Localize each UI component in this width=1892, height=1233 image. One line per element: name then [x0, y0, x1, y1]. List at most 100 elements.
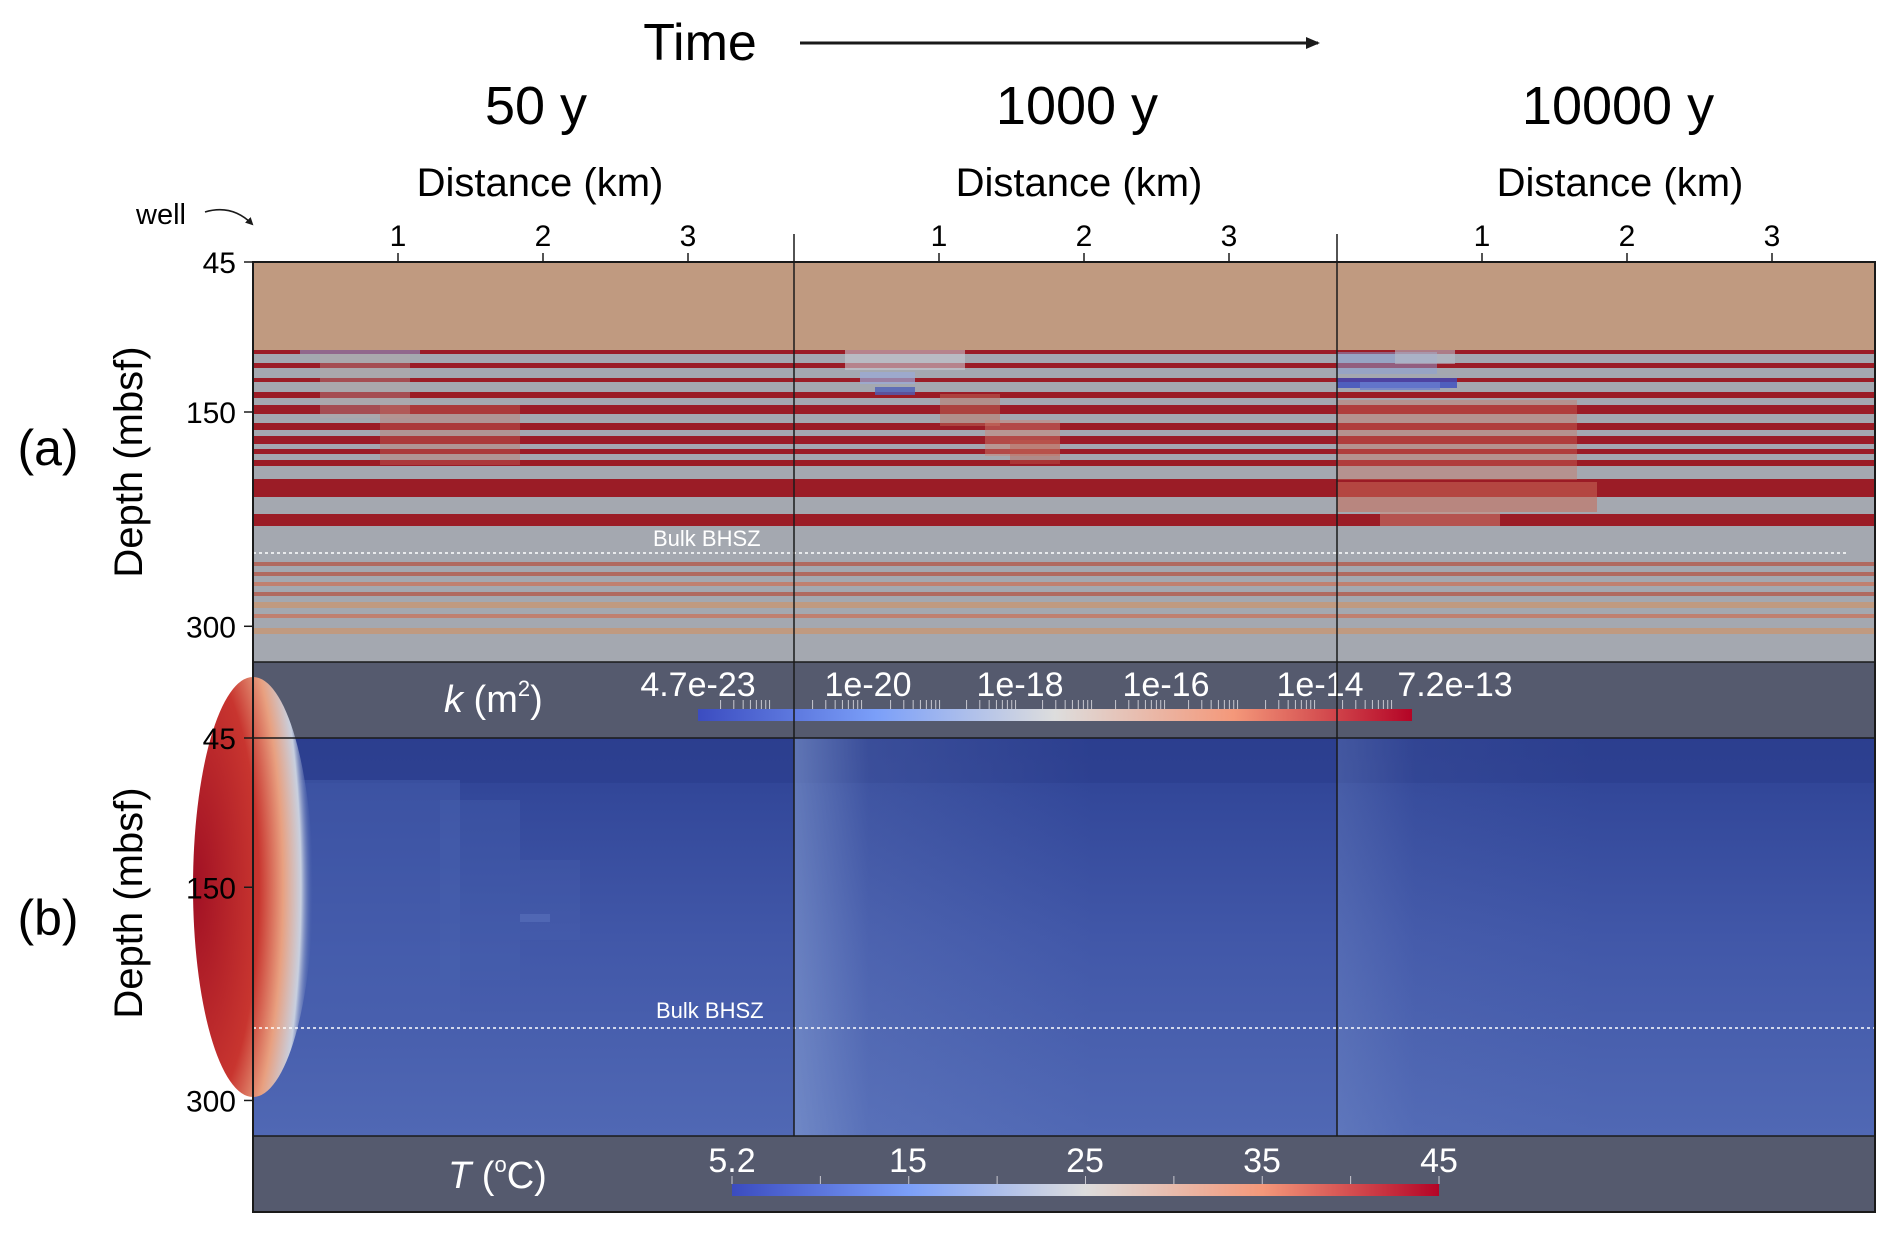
snapshot-dividers [793, 234, 1338, 1136]
distance-axis-titles: Distance (km) Distance (km) Distance (km… [417, 161, 1744, 205]
depth-tick-label-b-300: 300 [186, 1085, 236, 1118]
red-layer-6 [253, 423, 1875, 430]
depth-axes: 45 150 300 45 150 300 [186, 247, 253, 1118]
permeability-anomaly-6 [875, 387, 915, 395]
distance-tick-label-2-1: 1 [931, 220, 948, 253]
red-layer-8 [253, 449, 1875, 454]
colorbar-k-title: k (m2) [444, 676, 543, 721]
lower-layer-1 [253, 562, 1875, 566]
well-arrow [204, 208, 254, 226]
red-layer-1 [253, 350, 1875, 354]
permeability-anomaly-4 [845, 350, 965, 370]
temperature-diffusion-10000y [1337, 738, 1597, 1136]
depth-axis-title-b: Depth (mbsf) [107, 787, 151, 1018]
distance-tick-label-2-2: 2 [1076, 220, 1093, 253]
permeability-anomaly-14 [1337, 482, 1597, 512]
lower-layer-2 [253, 572, 1875, 576]
distance-tick-label-3-3: 3 [1764, 220, 1781, 253]
colorbar-t-unit-close: C) [507, 1155, 547, 1197]
colorbar-t-labels: 5.2 15 25 35 45 [708, 1142, 1458, 1180]
colorbar-k-background [253, 662, 1875, 738]
red-layer-4 [253, 392, 1875, 398]
panel-a-permeability [253, 262, 1875, 662]
time-label: Time [643, 14, 757, 72]
distance-tick-label-1-3: 3 [680, 220, 697, 253]
colorbar-k-unit: (m [463, 679, 518, 721]
colorbar-k-label-1: 1e-20 [825, 666, 912, 704]
colorbar-t-title: T (oC) [448, 1152, 547, 1197]
temperature-block-4 [520, 914, 550, 922]
depth-axis-title-a: Depth (mbsf) [107, 346, 151, 577]
distance-tick-label-1-2: 2 [535, 220, 552, 253]
red-layer-11 [253, 514, 1875, 526]
bhsz-label-a: Bulk BHSZ [653, 526, 761, 551]
colorbar-t-ticks [731, 1176, 1440, 1184]
depth-tick-label-b-45: 45 [203, 723, 236, 756]
permeability-layers [253, 262, 1875, 634]
colorbar-t-label-1: 15 [889, 1142, 927, 1180]
red-layer-10 [253, 479, 1875, 497]
panel-b-temperature [193, 677, 1875, 1136]
seafloor-sediment-layer [253, 262, 1875, 350]
temperature-block-1 [300, 780, 460, 1030]
permeability-anomaly-16 [1395, 350, 1455, 364]
permeability-anomaly-8 [985, 420, 1060, 456]
colorbar-k-labels: 4.7e-23 1e-20 1e-18 1e-16 1e-14 7.2e-13 [640, 666, 1512, 704]
lower-layer-4 [253, 592, 1875, 596]
lower-layer-6 [253, 614, 1875, 618]
depth-tick-label-a-300: 300 [186, 611, 236, 644]
permeability-anomaly-13 [1337, 400, 1577, 480]
distance-ticks: 1 2 3 1 2 3 1 2 3 [390, 220, 1781, 262]
red-layer-7 [253, 436, 1875, 444]
lower-layer-7 [253, 628, 1875, 634]
red-layer-9 [253, 460, 1875, 466]
permeability-anomalies [300, 350, 1597, 526]
permeability-anomaly-1 [300, 350, 420, 354]
permeability-anomaly-3 [380, 405, 520, 465]
colorbar-k-label-3: 1e-16 [1123, 666, 1210, 704]
colorbar-t-label-0: 5.2 [708, 1142, 755, 1180]
colorbar-t-panel: T (oC) 5.2 15 25 35 45 [253, 1136, 1875, 1212]
colorbar-k-label-4: 1e-14 [1277, 666, 1364, 704]
distance-tick-label-1-1: 1 [390, 220, 407, 253]
depth-tick-label-a-150: 150 [186, 397, 236, 430]
depth-tick-label-b-150: 150 [186, 872, 236, 905]
permeability-anomaly-9 [1010, 440, 1060, 464]
lower-layer-3 [253, 582, 1875, 586]
permeability-anomaly-12 [1360, 382, 1440, 390]
distance-axis-title-2: Distance (km) [956, 161, 1203, 205]
bhsz-label-b: Bulk BHSZ [656, 998, 764, 1023]
colorbar-k-minor-ticks [720, 700, 1393, 709]
colorbar-t-unit-sup: o [494, 1152, 506, 1177]
depth-tick-label-a-45: 45 [203, 247, 236, 280]
distance-tick-label-2-3: 3 [1221, 220, 1238, 253]
colorbar-t-label-3: 35 [1243, 1142, 1281, 1180]
permeability-anomaly-15 [1380, 512, 1500, 526]
red-layer-3 [253, 378, 1875, 382]
colorbar-k-symbol: k [444, 679, 465, 721]
colorbar-t-symbol: T [448, 1155, 474, 1197]
red-layer-5 [253, 405, 1875, 414]
snapshot-titles: 50 y 1000 y 10000 y [485, 76, 1714, 136]
snapshot-title-10000y: 10000 y [1522, 76, 1714, 136]
snapshot-title-50y: 50 y [485, 76, 587, 136]
lower-layer-5 [253, 602, 1875, 608]
permeability-anomaly-7 [940, 394, 1000, 426]
colorbar-k-label-2: 1e-18 [977, 666, 1064, 704]
snapshot-title-1000y: 1000 y [996, 76, 1158, 136]
distance-axis-title-1: Distance (km) [417, 161, 664, 205]
permeability-anomaly-5 [860, 372, 915, 384]
permeability-anomaly-2 [320, 354, 410, 418]
colorbar-t-background [253, 1136, 1875, 1212]
distance-tick-label-3-2: 2 [1619, 220, 1636, 253]
distance-tick-label-3-1: 1 [1474, 220, 1491, 253]
well-label: well [135, 199, 186, 231]
temperature-blocks [300, 780, 580, 1030]
colorbar-k-unit-sup: 2 [518, 676, 530, 701]
colorbar-k-label-5: 7.2e-13 [1397, 666, 1512, 704]
panel-label-a: (a) [17, 420, 78, 476]
colorbar-t-label-4: 45 [1420, 1142, 1458, 1180]
red-layer-2 [253, 363, 1875, 368]
